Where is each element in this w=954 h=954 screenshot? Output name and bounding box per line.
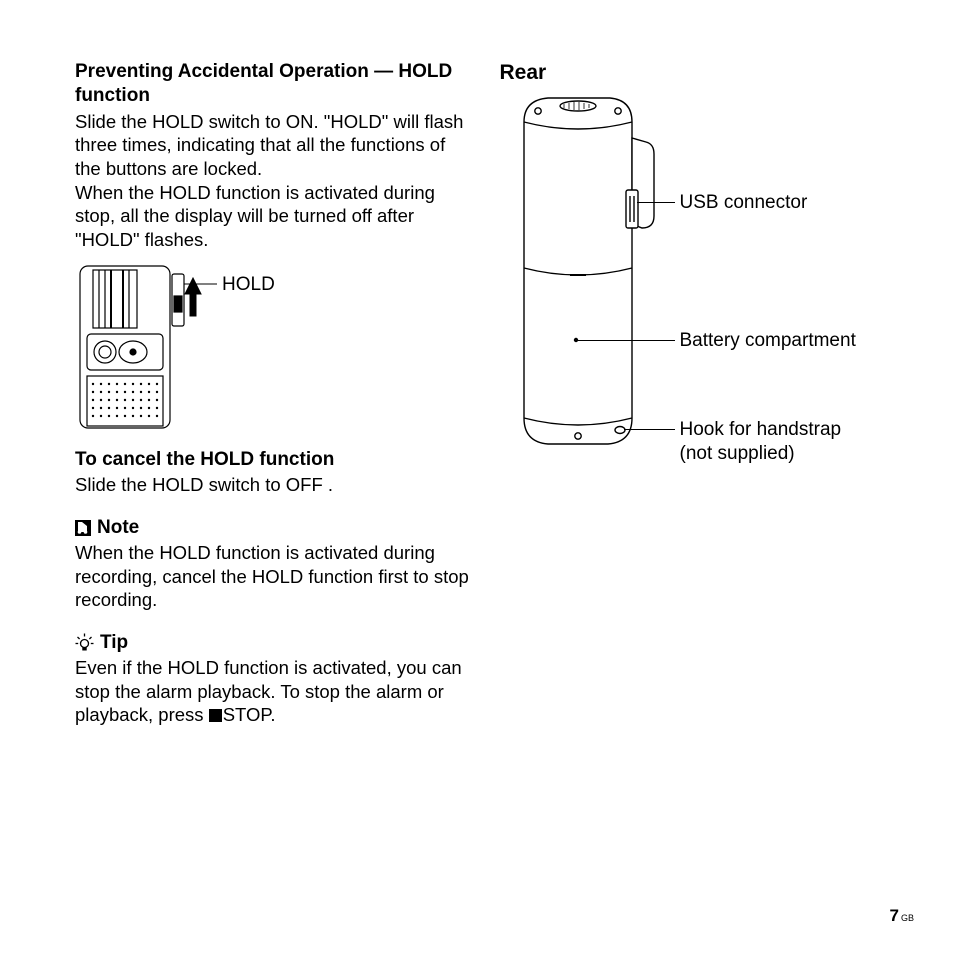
leader-usb bbox=[637, 202, 675, 203]
rear-device-illustration bbox=[504, 92, 664, 452]
rear-diagram: USB connector Battery compartment Hook f… bbox=[500, 92, 910, 472]
hold-heading: Preventing Accidental Operation — HOLD f… bbox=[75, 60, 470, 108]
stop-icon bbox=[209, 709, 222, 722]
hold-callout: HOLD bbox=[222, 273, 275, 297]
note-label: Note bbox=[97, 517, 139, 539]
hold-para1: Slide the HOLD switch to ON. "HOLD" will… bbox=[75, 110, 470, 181]
leader-battery bbox=[578, 340, 675, 341]
usb-label: USB connector bbox=[680, 191, 808, 215]
page-footer: 7 GB bbox=[890, 906, 914, 926]
tip-icon bbox=[75, 633, 94, 652]
tip-body: Even if the HOLD function is activated, … bbox=[75, 656, 470, 727]
rear-heading: Rear bbox=[500, 60, 895, 86]
cancel-body: Slide the HOLD switch to OFF . bbox=[75, 473, 470, 497]
battery-label: Battery compartment bbox=[680, 329, 856, 353]
hold-diagram: HOLD bbox=[75, 260, 275, 430]
hook-label: Hook for handstrap (not supplied) bbox=[680, 418, 890, 466]
left-column: Preventing Accidental Operation — HOLD f… bbox=[75, 60, 470, 727]
note-heading: Note bbox=[75, 517, 470, 539]
leader-hook bbox=[624, 429, 675, 430]
tip-body-post: STOP. bbox=[223, 704, 276, 725]
tip-heading: Tip bbox=[75, 632, 470, 654]
tip-label: Tip bbox=[100, 632, 128, 654]
right-column: Rear bbox=[500, 60, 895, 727]
note-icon bbox=[75, 520, 91, 536]
page-number: 7 bbox=[890, 906, 899, 926]
hook-label-l2: (not supplied) bbox=[680, 442, 890, 466]
note-body: When the HOLD function is activated duri… bbox=[75, 541, 470, 612]
hook-label-l1: Hook for handstrap bbox=[680, 418, 890, 442]
hold-para2: When the HOLD function is activated duri… bbox=[75, 181, 470, 252]
page-suffix: GB bbox=[901, 913, 914, 923]
cancel-heading: To cancel the HOLD function bbox=[75, 448, 470, 472]
